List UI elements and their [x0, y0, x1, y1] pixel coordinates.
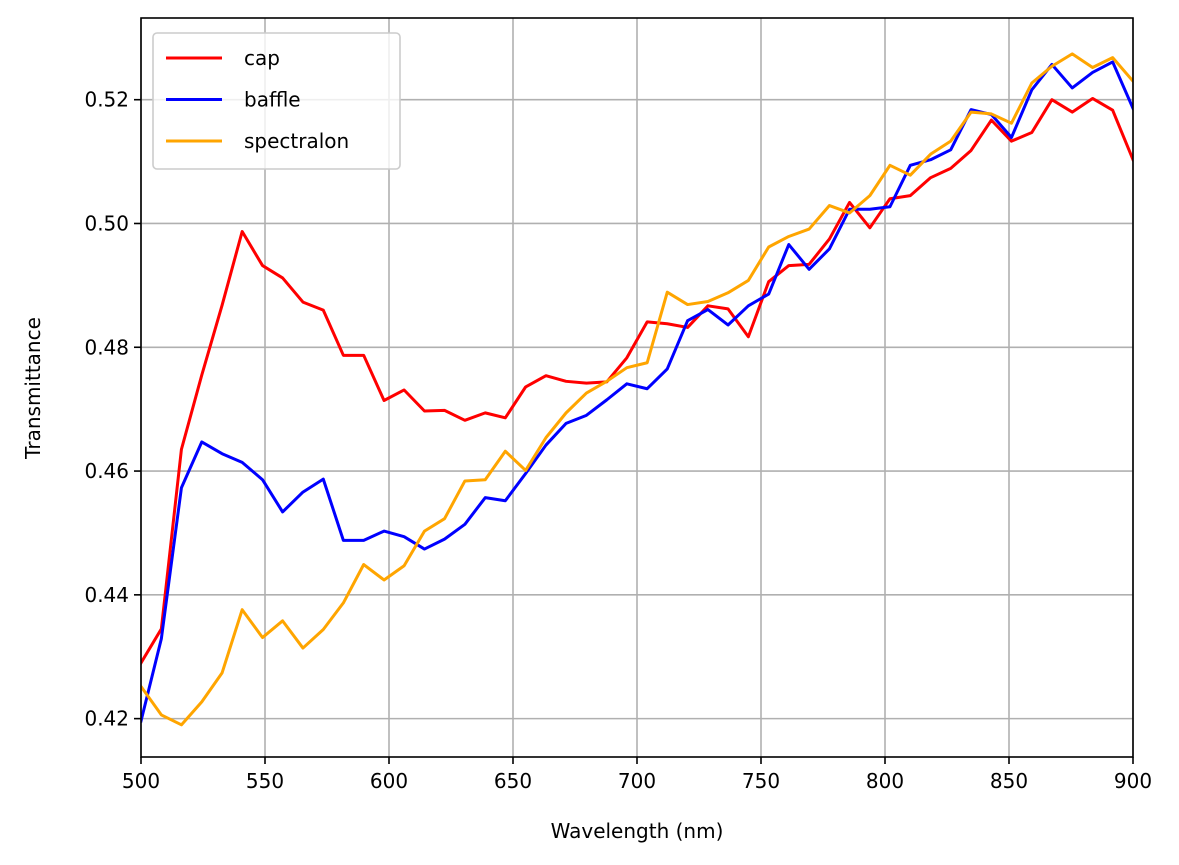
x-tick-label: 600	[370, 769, 408, 793]
y-tick-label: 0.50	[84, 211, 129, 235]
y-tick-label: 0.48	[84, 335, 129, 359]
series-lines	[141, 52, 1133, 727]
axis-ticks: 500 550 600 650 700 750 800 850 900 0.42 0.44 0.46 0…	[84, 88, 1152, 793]
legend: cap baffle spectralon	[152, 32, 401, 170]
series-line-spectralon	[141, 52, 1133, 727]
y-tick-label: 0.52	[84, 88, 129, 112]
legend-box	[152, 32, 401, 170]
x-tick-label: 500	[122, 769, 160, 793]
x-tick-label: 850	[990, 769, 1028, 793]
y-tick-label: 0.44	[84, 583, 129, 607]
x-tick-label: 550	[246, 769, 284, 793]
series-line-cap	[141, 96, 1133, 665]
x-axis-label: Wavelength (nm)	[551, 819, 724, 843]
x-tick-label: 900	[1114, 769, 1152, 793]
y-axis-label: Transmittance	[21, 317, 45, 460]
legend-label-baffle: baffle	[244, 88, 301, 112]
x-tick-label: 800	[866, 769, 904, 793]
x-tick-label: 750	[742, 769, 780, 793]
y-tick-label: 0.42	[84, 707, 129, 731]
x-tick-label: 650	[494, 769, 532, 793]
y-tick-label: 0.46	[84, 459, 129, 483]
legend-label-cap: cap	[244, 46, 280, 70]
x-tick-label: 700	[618, 769, 656, 793]
legend-label-spectralon: spectralon	[244, 129, 349, 153]
